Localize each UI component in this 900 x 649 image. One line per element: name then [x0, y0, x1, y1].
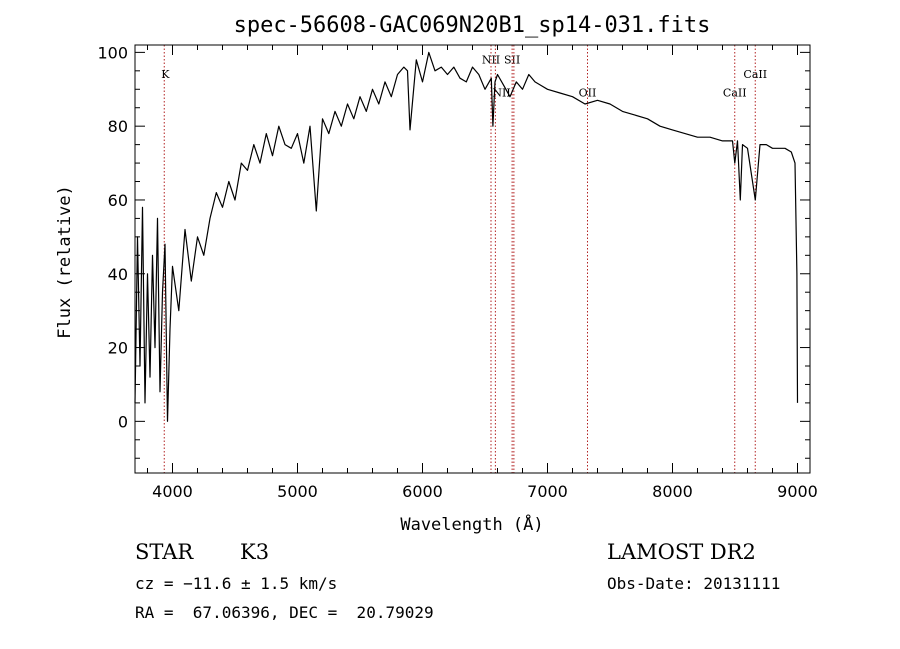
y-axis-label: Flux (relative) [55, 185, 75, 339]
observation-date: Obs-Date: 20131111 [607, 574, 781, 593]
plot-frame [134, 44, 811, 474]
x-axis-label: Wavelength (Å) [400, 513, 543, 535]
y-tick-label: 0 [118, 412, 128, 431]
x-tick-label: 5000 [277, 482, 318, 501]
x-tick-label: 4000 [152, 482, 193, 501]
x-tick-label: 6000 [402, 482, 443, 501]
coordinates: RA = 67.06396, DEC = 20.79029 [135, 603, 434, 622]
chart-title: spec-56608-GAC069N20B1_sp14-031.fits [234, 13, 711, 38]
spectrum-series [134, 51, 799, 422]
marker-label-0: K [161, 68, 170, 81]
y-tick-label: 100 [97, 43, 128, 62]
marker-label-6: CaII [723, 87, 747, 100]
spectrum-line [134, 51, 799, 422]
y-tick-label: 60 [108, 191, 128, 210]
object-type: STAR [135, 540, 194, 564]
redshift-velocity: cz = −11.6 ± 1.5 km/s [135, 574, 338, 593]
marker-label-5: OII [579, 87, 597, 100]
marker-label-7: CaII [743, 68, 767, 81]
spectral-subclass: K3 [240, 540, 270, 564]
y-tick-label: 40 [108, 265, 128, 284]
x-tick-label: 8000 [652, 482, 693, 501]
x-axis: 4000 5000 6000 7000 8000 9000 [147, 45, 818, 501]
x-tick-label: 9000 [777, 482, 818, 501]
y-axis: 0 20 40 60 80 100 [97, 43, 810, 459]
survey-name: LAMOST DR2 [607, 540, 756, 564]
marker-label-3: SII [504, 53, 520, 66]
marker-label-1: NII [482, 53, 500, 66]
x-tick-label: 7000 [527, 482, 568, 501]
y-tick-label: 20 [108, 339, 128, 358]
y-tick-label: 80 [108, 117, 128, 136]
